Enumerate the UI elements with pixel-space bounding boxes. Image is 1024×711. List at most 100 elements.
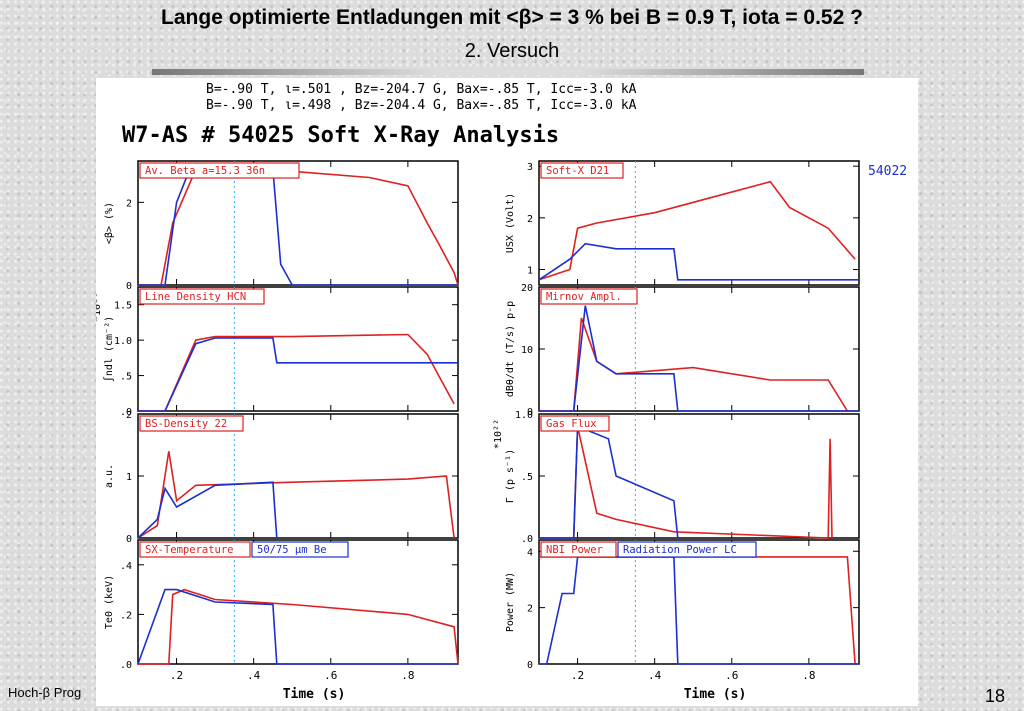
series-line-54022 — [137, 588, 458, 665]
panel-title: Soft-X D21 — [546, 165, 609, 177]
shot-label: 54022 — [868, 164, 907, 179]
y-tick-label: 0 — [527, 407, 533, 418]
series-line-54022 — [538, 242, 859, 281]
y-tick-label: 2 — [527, 214, 533, 225]
panel-frame — [538, 286, 860, 412]
y-tick-label: .4 — [120, 561, 132, 572]
panel-title-box — [139, 162, 300, 179]
y-tick-label: 0 — [527, 660, 533, 671]
x-tick-label: .4 — [247, 669, 261, 682]
y-tick-label: .5 — [120, 372, 132, 383]
panel-title: Line Density HCN — [145, 291, 246, 303]
y-tick-label: 0 — [126, 281, 132, 292]
series-line-54022 — [539, 556, 859, 665]
panel-frame — [538, 160, 860, 286]
series-line-54025 — [138, 168, 459, 286]
series-line-54025 — [138, 333, 455, 412]
series-line-54022 — [138, 337, 458, 412]
panel-title: NBI Power — [546, 544, 603, 556]
panel-title2-box — [251, 541, 349, 558]
panel-right-4: 0 2 4 .2 .4 .6 .8 Time (s) NBI Power Radiation Po… — [505, 539, 860, 702]
figure: B=-.90 T, ι=.501 , Bz=-204.7 G, Bax=-.85… — [92, 78, 918, 706]
panel-title: BS-Density 22 — [145, 418, 227, 430]
series-line-54022 — [137, 481, 278, 539]
panel-left-1: 0 2 Av. Beta a=15.3 36n <β> (%) — [104, 160, 459, 292]
panel-title-box — [139, 541, 251, 558]
y-tick-label: 2 — [126, 410, 132, 421]
y-tick-label: 3 — [527, 162, 533, 173]
x-tick-label: .8 — [802, 669, 815, 682]
y-axis-scale: *10²² — [493, 419, 504, 449]
panel-title-box — [540, 415, 610, 432]
panel-frame — [538, 539, 860, 665]
x-axis-title: Time (s) — [283, 687, 346, 702]
page-number: 18 — [985, 686, 1006, 706]
footer-left: Hoch-β Prog — [8, 685, 82, 700]
x-tick-label: .2 — [571, 669, 584, 682]
series-line-54025 — [538, 180, 856, 281]
y-tick-label: 10 — [521, 345, 533, 356]
panel-frame — [137, 286, 459, 412]
panel-right-2: 0 10 20 Mirnov Ampl. dBθ/dt (T/s) p-p — [505, 283, 860, 418]
y-tick-label: .0 — [521, 534, 533, 545]
panel-left-3: 0 1 2 BS-Density 22 a.u. — [104, 410, 459, 545]
panel-title: Gas Flux — [546, 418, 597, 430]
x-tick-label: .6 — [725, 669, 738, 682]
panel-right-1: 1 2 3 Soft-X D21 USX (Volt) — [505, 160, 860, 286]
slide-title: Lange optimierte Entladungen mit <β> = 3… — [161, 6, 863, 29]
y-tick-label: 2 — [126, 198, 132, 209]
y-axis-label: USX (Volt) — [505, 193, 516, 253]
y-tick-label: .2 — [120, 610, 132, 621]
series-line-54025 — [137, 451, 455, 539]
panel-title-box — [139, 288, 265, 305]
series-line-54022 — [539, 425, 679, 539]
y-tick-label: 4 — [527, 547, 533, 558]
y-tick-label: 1.5 — [114, 301, 132, 312]
x-tick-label: .4 — [648, 669, 662, 682]
y-axis-label: Power (MW) — [505, 572, 516, 632]
y-axis-label: dBθ/dt (T/s) p-p — [505, 301, 516, 397]
panel-frame — [137, 413, 459, 539]
header-line-1: B=-.90 T, ι=.501 , Bz=-204.7 G, Bax=-.85… — [206, 82, 637, 97]
y-tick-label: .0 — [120, 407, 132, 418]
panel-title: SX-Temperature — [145, 544, 234, 556]
series-line-54025 — [539, 426, 833, 539]
panel-left-4: .0 .2 .4 .2 .4 .6 .8 Time (s) SX-Temperature 50/7… — [104, 539, 459, 702]
panel-title: Av. Beta a=15.3 36n — [145, 165, 265, 177]
panel-title-box — [540, 541, 617, 558]
panel-title-box — [139, 415, 244, 432]
series-line-54025 — [138, 588, 459, 665]
y-axis-label: Te0 (keV) — [104, 575, 115, 629]
figure-main-title: W7-AS # 54025 Soft X-Ray Analysis — [122, 123, 559, 148]
panel-title-box — [540, 162, 624, 179]
y-axis-label: <β> (%) — [104, 202, 115, 244]
x-tick-label: .8 — [401, 669, 414, 682]
y-tick-label: .0 — [120, 660, 132, 671]
y-axis-label: a.u. — [104, 464, 115, 488]
x-axis-title: Time (s) — [684, 687, 747, 702]
slide-subtitle: 2. Versuch — [464, 40, 560, 62]
x-tick-label: .6 — [324, 669, 337, 682]
y-axis-scale: *10¹⁸ — [96, 292, 103, 322]
panel-title2: Radiation Power LC — [623, 544, 737, 556]
title-divider-bar — [152, 69, 864, 75]
y-tick-label: 1 — [126, 472, 132, 483]
y-axis-label: Γ (p s⁻¹) — [505, 449, 516, 503]
y-tick-label: .5 — [521, 472, 533, 483]
y-tick-label: 1 — [527, 266, 533, 277]
plot-canvas: B=-.90 T, ι=.501 , Bz=-204.7 G, Bax=-.85… — [92, 82, 907, 702]
y-axis-label: ∫ndl (cm⁻²) — [103, 316, 115, 382]
panel-left-2: .0 .5 1.0 1.5 Line Density HCN ∫ndl (cm⁻²)*10… — [92, 286, 459, 418]
x-tick-label: .2 — [170, 669, 183, 682]
panel-title-box — [540, 288, 638, 305]
panel-title: Mirnov Ampl. — [546, 291, 622, 303]
y-tick-label: 1.0 — [515, 410, 533, 421]
panel-frame — [137, 539, 459, 665]
series-line-54025 — [539, 317, 849, 412]
panel-title2-box — [617, 541, 757, 558]
series-line-54022 — [138, 168, 458, 286]
y-tick-label: 0 — [126, 534, 132, 545]
panel-title2: 50/75 μm Be — [257, 544, 327, 556]
panel-frame — [538, 413, 860, 539]
